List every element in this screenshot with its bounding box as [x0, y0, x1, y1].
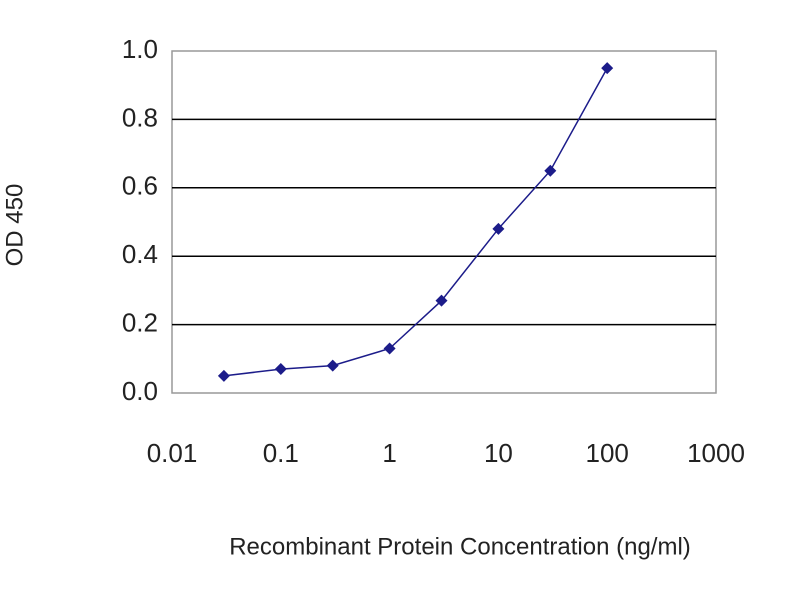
y-tick-label: 0.2 — [122, 307, 158, 337]
data-point — [492, 222, 505, 235]
data-point — [435, 294, 448, 307]
x-tick-label: 1000 — [687, 438, 745, 468]
y-tick-label: 0.4 — [122, 239, 158, 269]
x-tick-label: 1 — [382, 438, 396, 468]
y-tick-label: 1.0 — [122, 34, 158, 64]
y-tick-label: 0.0 — [122, 376, 158, 406]
data-point — [601, 62, 614, 75]
y-tick-label: 0.8 — [122, 102, 158, 132]
data-point — [383, 342, 396, 355]
data-point — [274, 363, 287, 376]
x-axis-title: Recombinant Protein Concentration (ng/ml… — [229, 533, 691, 560]
x-tick-label: 0.1 — [263, 438, 299, 468]
x-tick-label: 0.01 — [147, 438, 198, 468]
data-point — [326, 359, 339, 372]
x-tick-label: 100 — [586, 438, 629, 468]
plot-area — [171, 50, 717, 394]
data-point — [544, 164, 557, 177]
y-tick-label: 0.6 — [122, 171, 158, 201]
data-point — [217, 369, 230, 382]
data-line — [223, 67, 608, 377]
y-axis-title: OD 450 — [1, 184, 28, 267]
x-tick-label: 10 — [484, 438, 513, 468]
